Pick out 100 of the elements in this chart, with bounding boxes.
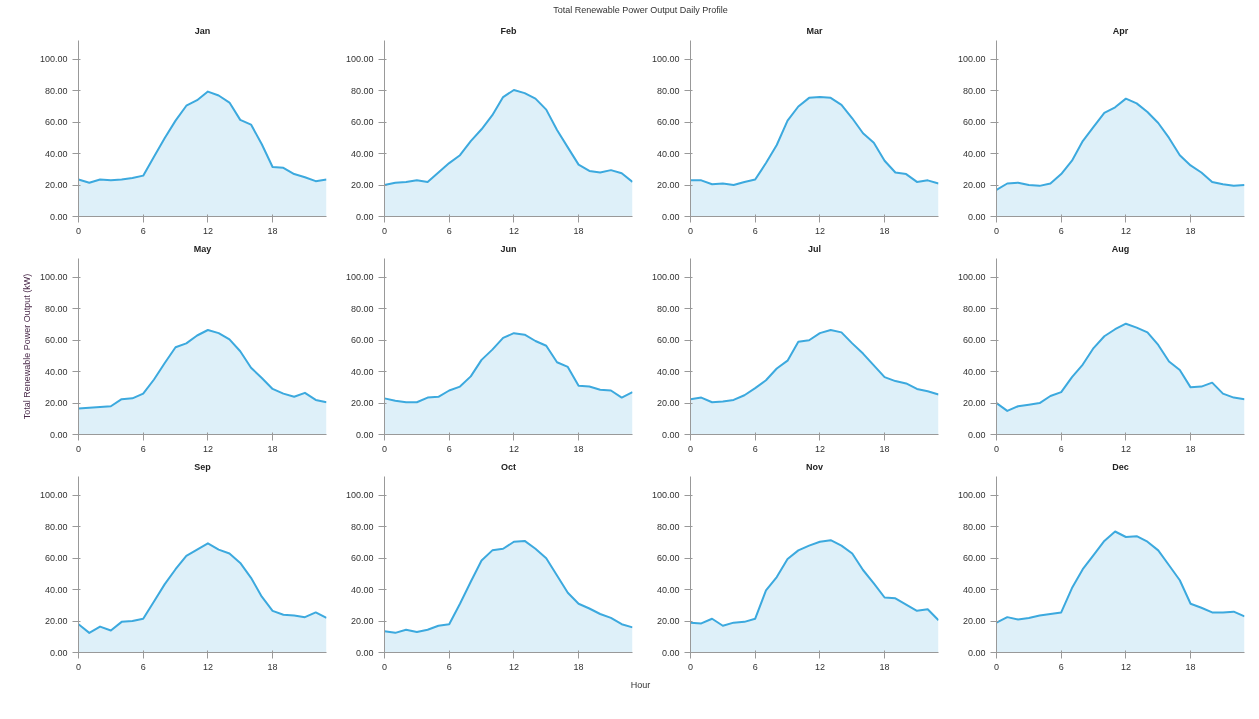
x-tick-label: 18 [573, 225, 584, 236]
y-tick-label: 40.00 [962, 584, 986, 595]
y-tick-label: 80.00 [44, 521, 68, 532]
y-tick-label: 100.00 [651, 54, 680, 65]
y-tick-label: 20.00 [656, 398, 680, 409]
y-tick-label: 0.00 [49, 429, 68, 440]
y-tick-label: 60.00 [44, 553, 68, 564]
x-tick-label: 0 [382, 443, 388, 454]
y-tick-label: 20.00 [350, 616, 374, 627]
y-tick-label: 20.00 [44, 398, 68, 409]
x-tick-label: 0 [382, 225, 388, 236]
x-tick-label: 12 [1120, 225, 1131, 236]
chart-title: Oct [501, 461, 517, 472]
y-tick-label: 40.00 [656, 148, 680, 159]
y-tick-label: 100.00 [345, 54, 374, 65]
y-tick-label: 20.00 [962, 180, 986, 191]
y-tick-label: 20.00 [44, 616, 68, 627]
y-tick-label: 40.00 [44, 366, 68, 377]
y-tick-label: 80.00 [350, 303, 374, 314]
y-tick-label: 60.00 [44, 335, 68, 346]
chart-title: Aug [1111, 243, 1130, 254]
x-tick-label: 6 [140, 443, 146, 454]
y-tick-label: 100.00 [39, 54, 68, 65]
x-tick-label: 12 [1120, 661, 1131, 672]
y-tick-label: 40.00 [962, 148, 986, 159]
x-tick-label: 12 [814, 443, 825, 454]
x-tick-label: 12 [202, 225, 213, 236]
y-tick-label: 0.00 [661, 211, 680, 222]
x-tick-label: 0 [994, 225, 1000, 236]
y-tick-label: 40.00 [350, 366, 374, 377]
x-tick-label: 18 [1185, 661, 1196, 672]
x-tick-label: 18 [573, 661, 584, 672]
y-tick-label: 40.00 [44, 584, 68, 595]
y-tick-label: 60.00 [350, 335, 374, 346]
y-tick-label: 20.00 [44, 180, 68, 191]
y-tick-label: 0.00 [49, 211, 68, 222]
y-tick-label: 60.00 [656, 553, 680, 564]
y-tick-label: 20.00 [350, 180, 374, 191]
x-tick-label: 12 [202, 661, 213, 672]
y-tick-label: 100.00 [345, 490, 374, 501]
x-tick-label: 18 [267, 661, 278, 672]
y-tick-label: 60.00 [350, 117, 374, 128]
x-tick-label: 0 [994, 443, 1000, 454]
y-tick-label: 20.00 [962, 398, 986, 409]
chart-title: Jul [808, 243, 822, 254]
x-tick-label: 6 [446, 225, 452, 236]
x-tick-label: 6 [752, 225, 758, 236]
chart-title: Mar [806, 25, 823, 36]
chart-title: Feb [500, 25, 517, 36]
x-tick-label: 18 [879, 225, 890, 236]
x-tick-label: 6 [140, 661, 146, 672]
y-axis-title: Total Renewable Power Output (kW) [21, 273, 32, 420]
x-tick-label: 12 [814, 661, 825, 672]
x-tick-label: 18 [1185, 225, 1196, 236]
y-tick-label: 20.00 [656, 616, 680, 627]
y-tick-label: 80.00 [656, 85, 680, 96]
x-tick-label: 12 [814, 225, 825, 236]
x-tick-label: 18 [573, 443, 584, 454]
x-tick-label: 6 [446, 443, 452, 454]
x-tick-label: 18 [267, 443, 278, 454]
y-tick-label: 20.00 [350, 398, 374, 409]
y-tick-label: 0.00 [967, 211, 986, 222]
y-tick-label: 100.00 [957, 490, 986, 501]
chart-title: Nov [806, 461, 824, 472]
x-tick-label: 0 [76, 443, 82, 454]
x-tick-label: 6 [140, 225, 146, 236]
y-tick-label: 100.00 [957, 54, 986, 65]
x-tick-label: 0 [994, 661, 1000, 672]
y-tick-label: 0.00 [661, 429, 680, 440]
y-tick-label: 60.00 [44, 117, 68, 128]
y-tick-label: 40.00 [350, 148, 374, 159]
y-tick-label: 0.00 [355, 211, 374, 222]
y-tick-label: 0.00 [355, 647, 374, 658]
x-axis-title: Hour [630, 679, 651, 690]
chart-title: Apr [1112, 25, 1129, 36]
y-tick-label: 60.00 [962, 117, 986, 128]
y-tick-label: 100.00 [39, 490, 68, 501]
y-tick-label: 60.00 [962, 335, 986, 346]
x-tick-label: 12 [508, 661, 519, 672]
x-tick-label: 0 [382, 661, 388, 672]
y-tick-label: 20.00 [656, 180, 680, 191]
y-tick-label: 20.00 [962, 616, 986, 627]
y-tick-label: 80.00 [350, 85, 374, 96]
x-tick-label: 6 [446, 661, 452, 672]
y-tick-label: 40.00 [44, 148, 68, 159]
y-tick-label: 80.00 [962, 521, 986, 532]
y-tick-label: 100.00 [957, 272, 986, 283]
y-tick-label: 100.00 [651, 490, 680, 501]
y-tick-label: 100.00 [651, 272, 680, 283]
y-tick-label: 60.00 [962, 553, 986, 564]
y-tick-label: 80.00 [962, 85, 986, 96]
x-tick-label: 6 [1058, 661, 1064, 672]
y-tick-label: 0.00 [967, 647, 986, 658]
x-tick-label: 12 [508, 443, 519, 454]
chart-title: May [193, 243, 212, 254]
y-tick-label: 40.00 [656, 366, 680, 377]
y-tick-label: 80.00 [44, 85, 68, 96]
y-tick-label: 80.00 [962, 303, 986, 314]
x-tick-label: 18 [879, 443, 890, 454]
y-tick-label: 60.00 [656, 335, 680, 346]
